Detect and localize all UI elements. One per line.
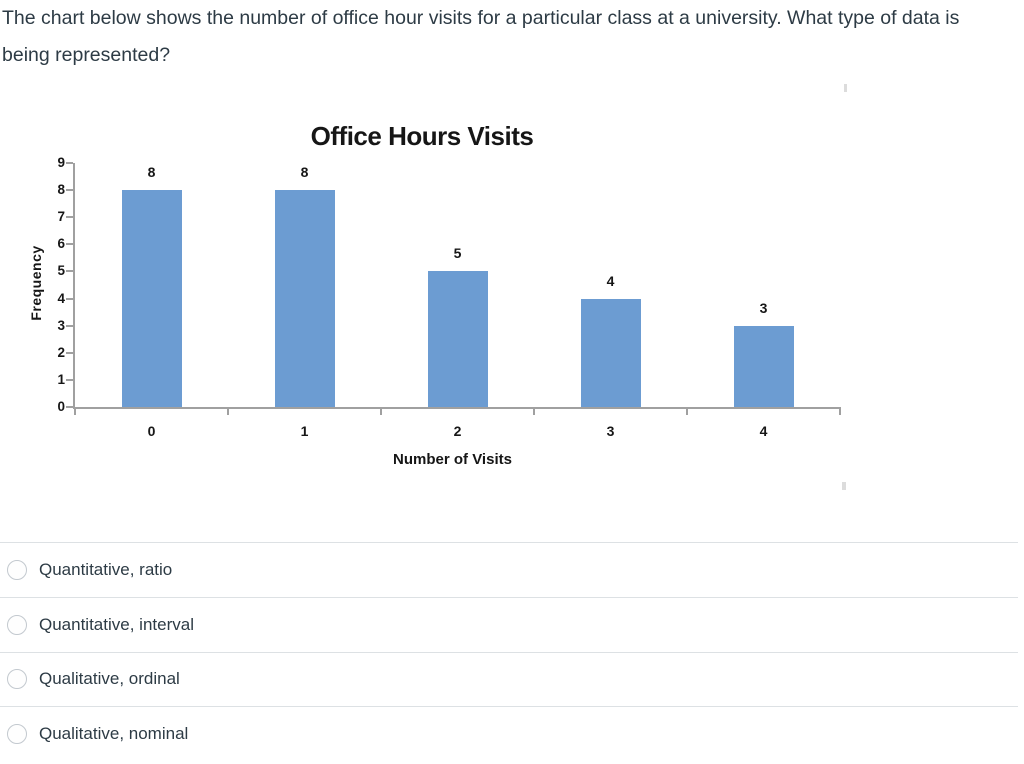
bar-value-label: 4 xyxy=(606,272,615,289)
y-tick-mark xyxy=(66,324,73,327)
bar-visits-3 xyxy=(580,298,641,407)
y-tick-label: 4 xyxy=(57,290,65,306)
radio-button[interactable] xyxy=(7,559,27,580)
x-tick-label: 2 xyxy=(453,423,462,439)
y-tick-mark xyxy=(66,378,73,381)
radio-button[interactable] xyxy=(7,614,27,635)
bar-visits-2 xyxy=(427,271,488,407)
y-axis-title: Frequency xyxy=(28,245,44,321)
bar-value-label: 8 xyxy=(147,164,156,181)
y-tick-mark xyxy=(66,406,73,408)
x-tick-mark xyxy=(686,407,688,415)
answer-option-quantitative-ratio[interactable]: Quantitative, ratio xyxy=(0,542,1018,597)
answer-option-label: Qualitative, nominal xyxy=(39,724,189,744)
answer-options: Quantitative, ratio Quantitative, interv… xyxy=(0,542,1018,762)
x-tick-label: 0 xyxy=(147,423,156,439)
y-tick-mark xyxy=(66,189,73,192)
y-tick-mark xyxy=(66,297,73,300)
y-tick-mark xyxy=(66,270,73,273)
y-tick-mark xyxy=(66,216,73,219)
y-tick-label: 3 xyxy=(57,317,65,333)
artifact-mark-bottom xyxy=(842,482,846,490)
y-tick-label: 2 xyxy=(57,344,65,360)
y-tick-label: 6 xyxy=(57,236,65,252)
y-tick-label: 1 xyxy=(57,371,65,387)
answer-option-label: Quantitative, ratio xyxy=(39,559,173,579)
answer-option-quantitative-interval[interactable]: Quantitative, interval xyxy=(0,596,1018,652)
y-tick-mark xyxy=(66,243,73,246)
office-hours-chart: Office Hours Visits Frequency Number of … xyxy=(28,110,860,495)
answer-option-qualitative-nominal[interactable]: Qualitative, nominal xyxy=(0,706,1018,762)
answer-option-label: Quantitative, interval xyxy=(39,614,194,634)
y-tick-mark xyxy=(66,351,73,354)
x-tick-mark xyxy=(227,407,229,415)
x-tick-label: 3 xyxy=(606,423,615,439)
bar-value-label: 3 xyxy=(759,299,768,316)
answer-option-qualitative-ordinal[interactable]: Qualitative, ordinal xyxy=(0,651,1018,707)
y-tick-label: 5 xyxy=(57,263,65,279)
x-tick-label: 1 xyxy=(300,423,309,439)
bar-value-label: 8 xyxy=(300,164,309,181)
x-axis-title: Number of Visits xyxy=(393,451,512,468)
bar-visits-4 xyxy=(733,325,794,407)
y-tick-label: 8 xyxy=(57,182,65,198)
bar-visits-1 xyxy=(274,190,335,407)
question-text: The chart below shows the number of offi… xyxy=(2,7,960,66)
x-tick-label: 4 xyxy=(759,423,768,439)
artifact-mark-top xyxy=(844,84,847,92)
y-tick-mark xyxy=(66,162,73,164)
x-tick-mark xyxy=(380,407,382,415)
x-tick-mark xyxy=(533,407,535,415)
bar-value-label: 5 xyxy=(453,245,462,262)
y-tick-label: 7 xyxy=(57,209,65,225)
y-tick-label: 0 xyxy=(57,399,65,414)
x-tick-mark xyxy=(839,407,841,415)
y-tick-label: 9 xyxy=(57,155,65,170)
bar-visits-0 xyxy=(121,190,182,407)
answer-option-label: Qualitative, ordinal xyxy=(39,669,180,689)
plot-area: Frequency Number of Visits 8 0 8 1 5 2 4 3 3 4 9 8 7… xyxy=(28,155,841,468)
x-tick-mark xyxy=(74,407,76,415)
radio-button[interactable] xyxy=(7,724,27,745)
radio-button[interactable] xyxy=(7,669,27,690)
chart-title: Office Hours Visits xyxy=(310,121,534,151)
